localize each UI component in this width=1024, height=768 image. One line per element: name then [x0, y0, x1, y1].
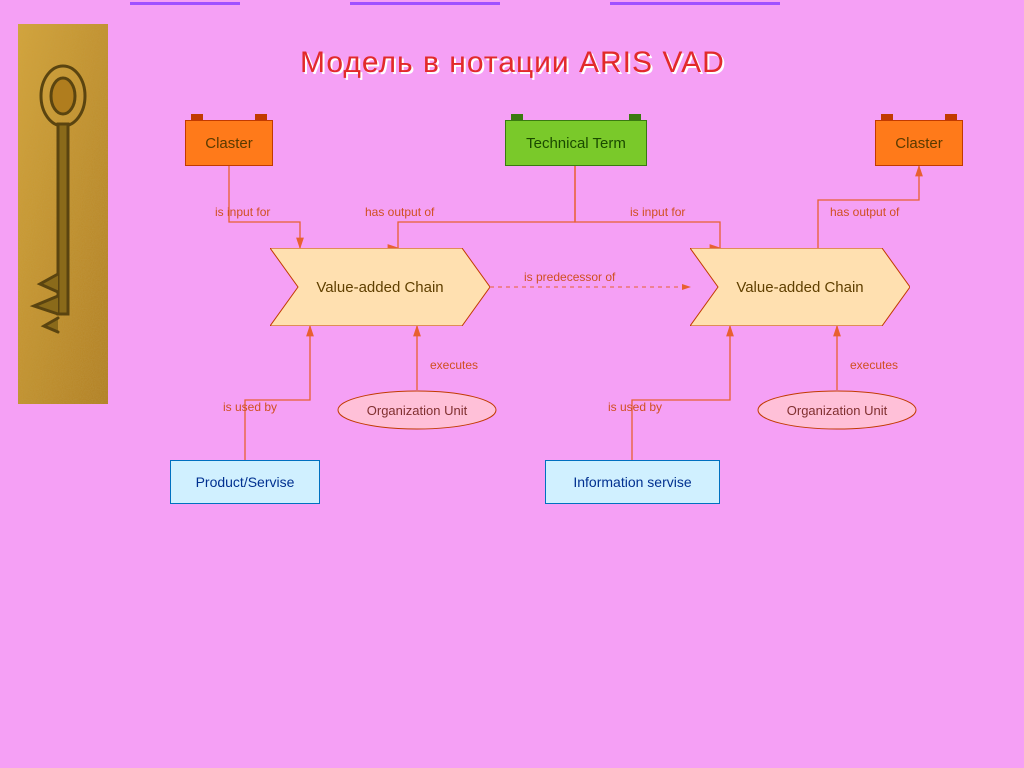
node-label: Value-added Chain — [310, 279, 449, 296]
edge-label: executes — [850, 358, 898, 372]
node-org2: Organization Unit — [757, 390, 917, 430]
decorative-sidebar — [18, 24, 108, 404]
top-accent — [610, 2, 780, 5]
node-prod: Product/Servise — [170, 460, 320, 504]
node-techterm: Technical Term — [505, 120, 647, 166]
node-label: Information servise — [567, 474, 697, 490]
edge-label: has output of — [830, 205, 899, 219]
node-info: Information servise — [545, 460, 720, 504]
edge — [632, 326, 730, 460]
node-label: Technical Term — [520, 135, 632, 152]
node-label: Product/Servise — [190, 474, 301, 490]
edge-label: is used by — [223, 400, 277, 414]
node-claster2: Claster — [875, 120, 963, 166]
edge-label: executes — [430, 358, 478, 372]
top-accent — [130, 2, 240, 5]
edge-label: has output of — [365, 205, 434, 219]
node-label: Claster — [199, 135, 259, 152]
node-vac1: Value-added Chain — [270, 248, 490, 326]
node-org1: Organization Unit — [337, 390, 497, 430]
slide-title: Модель в нотации ARIS VAD — [300, 46, 725, 80]
edge — [245, 326, 310, 460]
node-vac2: Value-added Chain — [690, 248, 910, 326]
edge-label: is input for — [630, 205, 685, 219]
node-label: Claster — [889, 135, 949, 152]
top-accent — [350, 2, 500, 5]
node-label: Value-added Chain — [730, 279, 869, 296]
edge-label: is predecessor of — [524, 270, 615, 284]
node-claster1: Claster — [185, 120, 273, 166]
edge-label: is used by — [608, 400, 662, 414]
edge-label: is input for — [215, 205, 270, 219]
node-label: Organization Unit — [361, 403, 473, 418]
node-label: Organization Unit — [781, 403, 893, 418]
